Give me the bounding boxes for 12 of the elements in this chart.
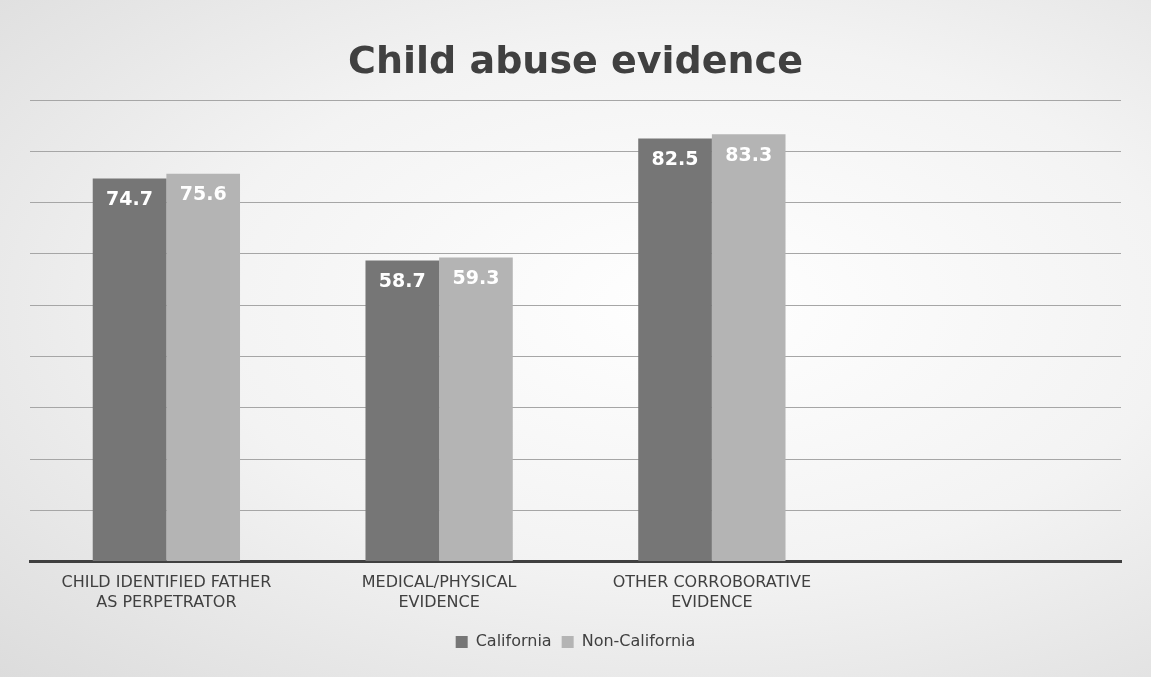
x-tick-label: OTHER CORROBORATIVE EVIDENCE xyxy=(612,572,812,611)
data-label: 82.5 xyxy=(651,146,699,169)
data-label: 75.6 xyxy=(179,182,227,205)
x-tick-label: CHILD IDENTIFIED FATHER AS PERPETRATOR xyxy=(61,572,272,611)
x-tick-label: MEDICAL/PHYSICAL EVIDENCE xyxy=(361,572,517,611)
data-label: 74.7 xyxy=(106,186,153,209)
data-label: 59.3 xyxy=(452,265,500,288)
data-label: 58.7 xyxy=(378,268,426,291)
chart-title: Child abuse evidence xyxy=(347,38,804,82)
legend-label: California xyxy=(475,631,552,651)
legend-label: Non-California xyxy=(581,631,696,651)
data-label: 83.3 xyxy=(725,142,773,165)
